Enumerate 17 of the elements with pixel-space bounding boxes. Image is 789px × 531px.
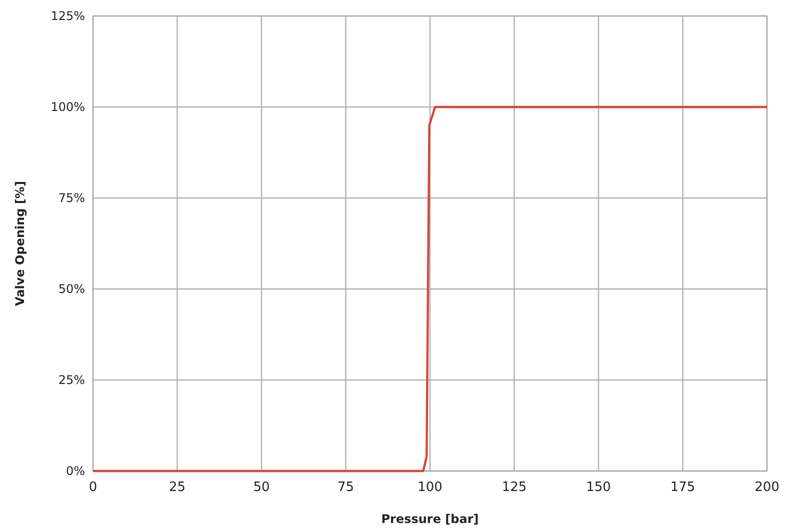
- x-tick-label: 175: [670, 480, 696, 495]
- y-tick-label: 50%: [58, 282, 85, 296]
- y-tick-label: 75%: [58, 191, 85, 205]
- x-tick-label: 75: [337, 480, 354, 495]
- x-tick-label: 100: [418, 480, 442, 495]
- x-tick-label: 125: [502, 480, 527, 495]
- y-tick-label: 125%: [50, 9, 85, 23]
- x-tick-label: 50: [253, 480, 270, 495]
- x-tick-label: 200: [754, 480, 780, 495]
- x-tick-label: 0: [88, 480, 98, 495]
- x-tick-label: 25: [168, 480, 186, 495]
- y-tick-label: 0%: [66, 464, 85, 478]
- y-tick-label: 25%: [58, 373, 85, 387]
- y-tick-label: 100%: [50, 100, 85, 114]
- y-axis-title: Valve Opening [%]: [13, 181, 27, 306]
- x-tick-label: 150: [586, 480, 611, 495]
- x-axis-title: Pressure [bar]: [381, 512, 479, 526]
